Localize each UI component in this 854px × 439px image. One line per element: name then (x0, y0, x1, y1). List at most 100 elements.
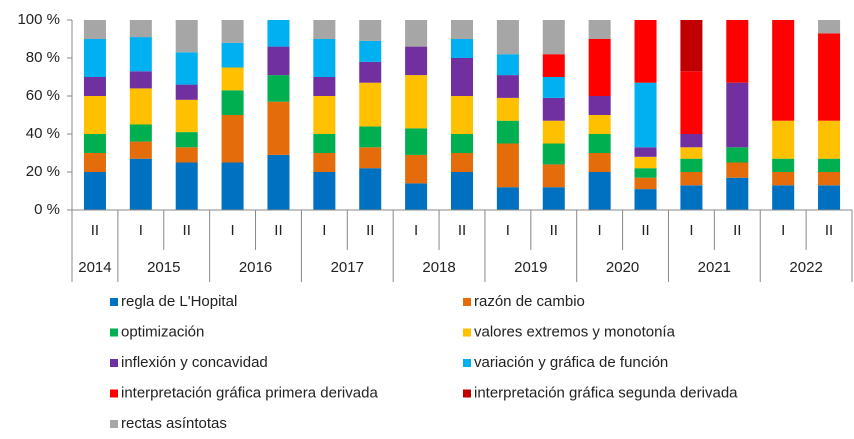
bar-segment (634, 177, 657, 190)
y-tick-label: 60 % (26, 87, 60, 104)
bar-segment (542, 187, 565, 210)
bar-segment (83, 20, 106, 39)
bar-segment (818, 185, 841, 210)
bar-segment (313, 172, 336, 210)
year-label: 2020 (606, 259, 639, 276)
bar-segment (359, 168, 382, 210)
x-tick-label: II (91, 222, 99, 239)
bar-segment (405, 75, 428, 129)
bar-segment (772, 158, 795, 172)
bar-segment (542, 164, 565, 188)
x-tick-label: I (689, 222, 693, 239)
bar-segment (313, 96, 336, 134)
bar-segment (818, 33, 841, 121)
bar-segment (267, 75, 290, 102)
x-tick-label: II (733, 222, 741, 239)
bar-segment (634, 168, 657, 178)
bar-segment (634, 82, 657, 148)
bar-segment (588, 172, 611, 210)
bar-segment (129, 124, 152, 142)
bar-segment (221, 162, 244, 210)
bar-segment (634, 147, 657, 157)
bar-segment (175, 132, 198, 148)
bar-segment (359, 40, 382, 62)
x-tick-label: I (322, 222, 326, 239)
legend-swatch (110, 328, 118, 337)
bar-segment (129, 37, 152, 72)
bar-segment (772, 20, 795, 121)
bar-segment (496, 120, 519, 144)
bar-segment (726, 162, 749, 178)
bar-segment (680, 71, 703, 134)
x-tick-label: II (550, 222, 558, 239)
bar-segment (450, 134, 474, 153)
bar-segment (359, 82, 382, 127)
y-tick-label: 100 % (17, 11, 60, 28)
bar-segment (772, 172, 795, 186)
year-label: 2018 (422, 259, 455, 276)
bar-segment (450, 96, 474, 134)
bar-segment (83, 96, 106, 134)
bar-segment (818, 120, 841, 159)
year-label: 2016 (239, 259, 272, 276)
bar-segment (818, 172, 841, 186)
bar-segment (221, 115, 244, 163)
bar-segment (588, 153, 611, 172)
bar-segment (405, 128, 428, 155)
bar-segment (450, 20, 474, 39)
bar-segment (772, 120, 795, 159)
x-tick-label: I (781, 222, 785, 239)
bar-segment (83, 77, 106, 96)
legend-label: variación y gráfica de función (474, 354, 668, 371)
legend-swatch (110, 298, 118, 306)
bar-segment (450, 172, 474, 210)
x-tick-label: II (183, 222, 191, 239)
bar-segment (405, 46, 428, 76)
bar-segment (313, 134, 336, 153)
year-label: 2017 (331, 259, 364, 276)
bar-segment (680, 185, 703, 210)
bar-segment (313, 77, 336, 96)
legend-swatch (110, 389, 118, 398)
bar-segment (588, 96, 611, 115)
bar-segment (129, 158, 152, 210)
legend-swatch (463, 359, 471, 367)
bar-segment (450, 39, 474, 58)
bar-segment (588, 115, 611, 134)
bar-segment (680, 134, 703, 148)
bar-segment (726, 147, 749, 163)
bar-segment (359, 20, 382, 41)
legend-label: rectas asíntotas (121, 415, 227, 432)
bar-segment (542, 77, 565, 98)
bar-segment (405, 20, 428, 47)
legend-label: regla de L'Hopital (121, 293, 237, 310)
bar-segment (83, 153, 106, 172)
bar-segment (680, 20, 703, 72)
bar-segment (175, 84, 198, 100)
bar-segment (359, 147, 382, 169)
x-tick-label: I (231, 222, 235, 239)
bar-segment (221, 42, 244, 68)
bar-segment (542, 54, 565, 77)
bar-segment (818, 158, 841, 172)
y-tick-label: 40 % (26, 125, 60, 142)
bar-segment (83, 39, 106, 77)
legend-label: interpretación gráfica primera derivada (121, 384, 378, 401)
legend-label: valores extremos y monotonía (474, 323, 676, 340)
bar-segment (634, 20, 657, 83)
bar-segment (221, 67, 244, 91)
bar-segment (634, 156, 657, 169)
legend-label: optimización (121, 323, 204, 340)
legend-label: razón de cambio (474, 293, 585, 310)
bar-segment (221, 20, 244, 43)
bar-segment (542, 20, 565, 55)
bar-segment (588, 39, 611, 96)
legend-swatch (110, 420, 118, 428)
bar-segment (450, 153, 474, 172)
bar-segment (221, 90, 244, 115)
legend-swatch (463, 328, 471, 337)
bar-segment (175, 52, 198, 85)
bar-segment (496, 20, 519, 55)
bar-segment (405, 183, 428, 210)
